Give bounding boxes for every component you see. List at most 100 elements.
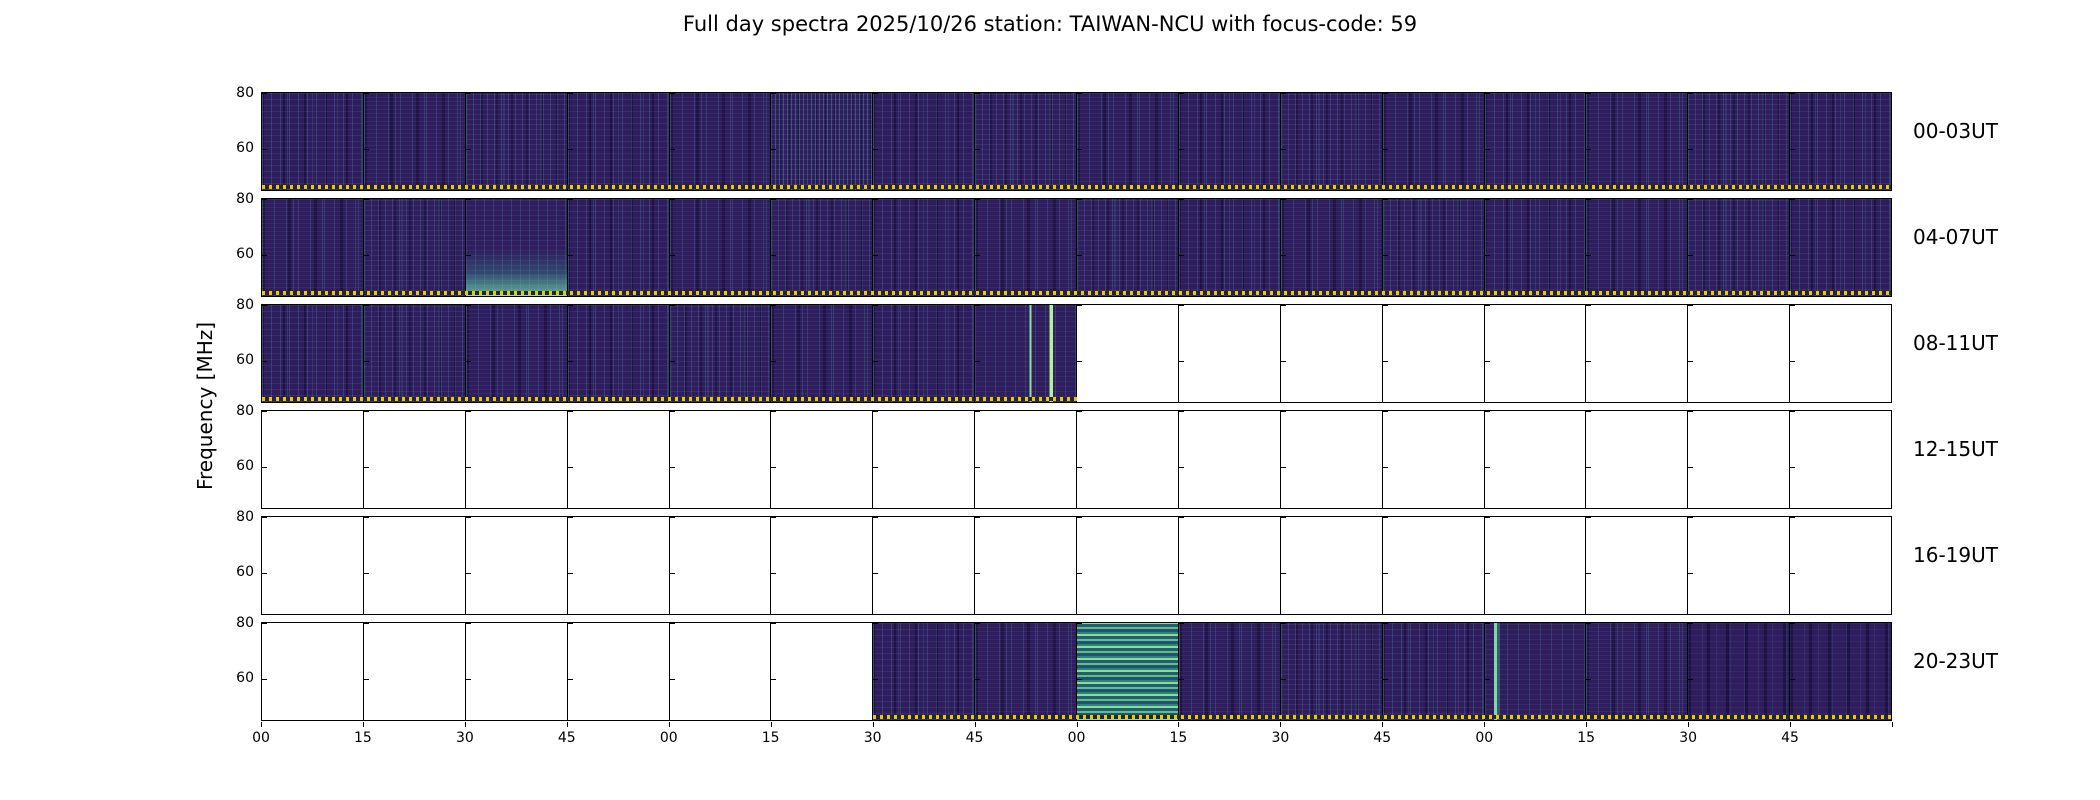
empty-panel	[1585, 411, 1687, 508]
frequency-tick-mark	[1280, 361, 1286, 363]
frequency-tick-mark	[1280, 411, 1286, 412]
frequency-tick-mark	[1178, 149, 1184, 151]
y-tick-label: 80	[236, 85, 254, 101]
frequency-tick-mark	[363, 149, 369, 151]
frequency-tick-mark	[669, 411, 675, 412]
frequency-tick-mark	[771, 149, 777, 151]
x-tick-label: 15	[1169, 730, 1188, 746]
empty-panel	[872, 411, 974, 508]
frequency-tick-mark	[262, 361, 267, 363]
frequency-tick-mark	[975, 411, 981, 412]
frequency-tick-mark	[1586, 361, 1592, 363]
frequency-tick-mark	[1178, 305, 1184, 306]
dotted-baseline	[262, 185, 1891, 189]
frequency-tick-mark	[1382, 93, 1388, 94]
frequency-tick-mark	[262, 623, 267, 624]
frequency-tick-mark	[1178, 517, 1184, 518]
spectrogram-panel	[1177, 623, 1280, 720]
frequency-tick-mark	[1688, 411, 1694, 412]
spectra-row: 80 60 20-23UT	[236, 615, 1998, 721]
x-tick-label: 00	[252, 730, 270, 746]
frequency-tick-mark	[1586, 305, 1592, 306]
spectra-row: 80 60 12-15UT	[236, 403, 1998, 509]
spectrogram-panel	[872, 305, 975, 402]
spectrogram-panel	[668, 305, 771, 402]
frequency-tick-mark	[1688, 467, 1694, 469]
spectrogram-panel	[1177, 199, 1280, 296]
frequency-tick-mark	[975, 517, 981, 518]
frequency-tick-mark	[1178, 573, 1184, 575]
frequency-tick-mark	[975, 199, 981, 200]
x-tick-label: 45	[1781, 730, 1799, 746]
frequency-tick-mark	[1790, 573, 1796, 575]
empty-panel	[566, 411, 669, 508]
frequency-tick-mark	[1790, 679, 1796, 681]
frequency-tick-mark	[771, 679, 777, 681]
frequency-tick-mark	[1586, 467, 1592, 469]
frequency-tick-mark	[465, 255, 471, 257]
frequency-tick-mark	[262, 411, 267, 412]
frequency-tick-mark	[1280, 623, 1286, 624]
spectrogram-panel	[1381, 93, 1484, 190]
frequency-tick-mark	[1688, 679, 1694, 681]
spectrogram-panel	[1279, 199, 1382, 296]
x-tick-mark	[1382, 722, 1384, 727]
frequency-tick-mark	[1077, 623, 1082, 624]
frequency-tick-mark	[873, 517, 879, 518]
x-tick-label: 30	[1271, 730, 1290, 746]
empty-panel	[1279, 305, 1382, 402]
empty-panel	[1483, 305, 1586, 402]
frequency-tick-mark	[669, 679, 675, 681]
spectrogram-panel	[974, 623, 1076, 720]
figure-title: Full day spectra 2025/10/26 station: TAI…	[682, 12, 1418, 36]
spectrogram-panel	[770, 93, 873, 190]
frequency-tick-mark	[567, 199, 573, 200]
frequency-tick-mark	[567, 149, 573, 151]
x-tick-label: 45	[557, 730, 576, 746]
spectrogram-panel	[1279, 623, 1382, 720]
y-tick-label: 60	[236, 458, 254, 475]
frequency-tick-mark	[1178, 199, 1184, 200]
spectrogram-panel	[262, 305, 363, 402]
empty-panel	[262, 517, 363, 614]
frequency-tick-mark	[1688, 255, 1694, 257]
frequency-tick-mark	[771, 623, 777, 624]
row-time-label: 16-19UT	[1913, 543, 1998, 567]
frequency-tick-mark	[567, 573, 573, 575]
frequency-tick-mark	[873, 199, 879, 200]
frequency-tick-mark	[1790, 361, 1796, 363]
frequency-tick-mark	[1790, 93, 1796, 94]
frequency-tick-mark	[1790, 199, 1796, 200]
spectrogram-panel	[668, 93, 771, 190]
x-tick-mark	[974, 722, 976, 727]
frequency-tick-mark	[1586, 623, 1592, 624]
empty-panel	[1483, 411, 1586, 508]
frequency-tick-mark	[669, 573, 675, 575]
frequency-tick-mark	[1484, 517, 1490, 518]
frequency-tick-mark	[1586, 573, 1592, 575]
empty-panel	[1279, 411, 1382, 508]
spectrogram-panel	[770, 305, 873, 402]
frequency-tick-mark	[1484, 573, 1490, 575]
empty-panel	[770, 517, 872, 614]
frequency-tick-mark	[1382, 149, 1388, 151]
frequency-tick-mark	[262, 517, 267, 518]
frequency-tick-mark	[1688, 517, 1694, 518]
frequency-tick-mark	[1077, 255, 1082, 257]
spectrogram-panel	[1687, 199, 1790, 296]
empty-panel	[1076, 305, 1178, 402]
frequency-tick-mark	[771, 93, 777, 94]
frequency-tick-mark	[975, 467, 981, 469]
row-time-label: 12-15UT	[1913, 437, 1998, 461]
x-tick-label: 45	[965, 730, 984, 746]
x-tick-label: 30	[1679, 730, 1698, 746]
frequency-tick-mark	[975, 93, 981, 94]
frequency-tick-mark	[975, 305, 981, 306]
empty-panel	[464, 517, 567, 614]
empty-panel	[974, 411, 1076, 508]
frequency-tick-mark	[262, 93, 267, 94]
frequency-tick-mark	[567, 623, 573, 624]
empty-panel	[262, 623, 363, 720]
frequency-tick-mark	[1077, 149, 1082, 151]
empty-panel	[1279, 517, 1382, 614]
